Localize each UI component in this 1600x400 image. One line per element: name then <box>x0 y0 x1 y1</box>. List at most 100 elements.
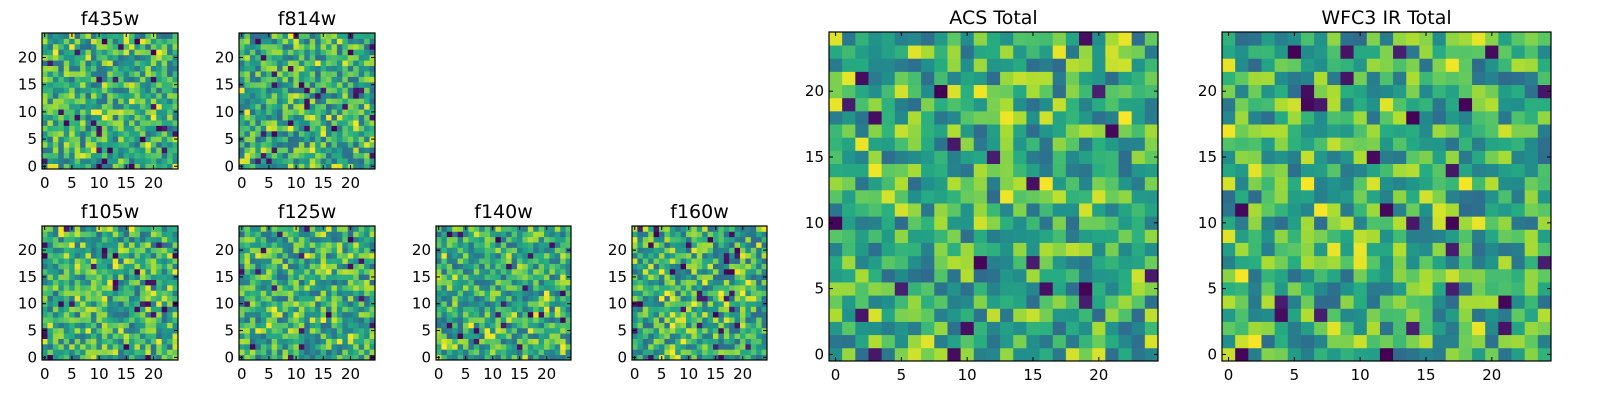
heatmap-cell <box>691 338 698 345</box>
heatmap-cell <box>161 98 168 105</box>
x-tick-label: 0 <box>630 365 640 383</box>
heatmap-cell <box>129 301 135 307</box>
heatmap-cell <box>107 268 114 275</box>
heatmap-cell <box>287 141 294 148</box>
heatmap-cell <box>304 242 311 248</box>
heatmap-cell <box>172 38 179 45</box>
heatmap-cell <box>336 295 343 302</box>
heatmap-cell <box>473 263 480 270</box>
heatmap-cell <box>260 231 267 238</box>
heatmap-cell <box>85 252 92 259</box>
heatmap-cell <box>642 268 649 275</box>
heatmap-cell <box>1144 308 1159 322</box>
heatmap-cell <box>495 268 502 275</box>
heatmap-cell <box>63 125 70 132</box>
heatmap-cell <box>293 311 300 318</box>
heatmap-cell <box>315 290 321 297</box>
heatmap-cell <box>96 147 103 154</box>
heatmap-cell <box>287 76 294 83</box>
heatmap-cell <box>298 98 305 105</box>
heatmap-cell <box>69 242 76 248</box>
heatmap-cell <box>260 87 267 94</box>
heatmap-cell <box>675 290 681 297</box>
heatmap-cell <box>80 54 86 61</box>
heatmap-cell <box>304 71 311 77</box>
heatmap-cell <box>69 284 76 291</box>
heatmap-cell <box>527 274 534 280</box>
heatmap-cell <box>161 290 168 297</box>
heatmap-cell <box>331 258 338 264</box>
heatmap-cell <box>1118 71 1133 86</box>
heatmap-cell <box>266 349 273 356</box>
heatmap-cell <box>304 141 311 148</box>
heatmap-cell <box>369 295 376 302</box>
heatmap-cell <box>42 322 48 329</box>
heatmap-cell <box>287 274 294 280</box>
heatmap-cell <box>58 317 65 323</box>
heatmap-cell <box>150 87 157 94</box>
heatmap-cell <box>167 354 173 361</box>
heatmap-cell <box>244 33 251 39</box>
heatmap-cell <box>473 317 480 323</box>
heatmap-cell <box>304 349 311 356</box>
y-tick-label: 0 <box>814 345 824 363</box>
heatmap-cell <box>309 152 316 159</box>
heatmap-cell <box>457 226 464 232</box>
heatmap-cell <box>266 103 273 110</box>
heatmap-cell <box>960 137 975 151</box>
heatmap-cell <box>293 301 300 307</box>
heatmap-cell <box>1458 347 1473 362</box>
heatmap-cell <box>260 306 267 313</box>
heatmap-cell <box>326 311 332 318</box>
heatmap-cell <box>139 247 146 254</box>
heatmap-cell <box>347 349 354 356</box>
heatmap-cell <box>441 311 448 318</box>
heatmap-cell <box>1261 308 1276 322</box>
heatmap-cell <box>490 295 496 302</box>
heatmap-cell <box>495 284 502 291</box>
heatmap-cell <box>52 311 59 318</box>
heatmap-cell <box>1039 110 1054 125</box>
heatmap-cell <box>358 92 365 99</box>
heatmap-cell <box>441 284 448 291</box>
heatmap-cell <box>347 65 354 72</box>
heatmap-cell <box>101 338 108 345</box>
heatmap-cell <box>527 284 534 291</box>
heatmap-cell <box>1287 255 1302 270</box>
heatmap-cell <box>947 268 961 283</box>
heatmap-cell <box>533 354 539 361</box>
heatmap-cell <box>829 58 843 72</box>
heatmap-cell <box>907 347 922 362</box>
heatmap-cell <box>266 290 273 297</box>
heatmap-cell <box>707 258 714 264</box>
heatmap-cell <box>161 322 168 329</box>
heatmap-cell <box>282 141 289 148</box>
heatmap-cell <box>1079 163 1093 178</box>
heatmap-cell <box>934 189 948 204</box>
heatmap-cell <box>255 109 262 115</box>
heatmap-cell <box>139 301 146 307</box>
heatmap-cell <box>287 125 294 132</box>
heatmap-cell <box>713 327 719 334</box>
heatmap-cell <box>680 263 687 270</box>
heatmap-cell <box>1406 255 1420 270</box>
heatmap-cell <box>239 231 245 238</box>
heatmap-cell <box>686 343 692 350</box>
heatmap-cell <box>336 120 343 126</box>
heatmap-cell <box>894 347 909 362</box>
heatmap-cell <box>452 268 458 275</box>
heatmap-cell <box>304 301 311 307</box>
heatmap-cell <box>315 125 321 132</box>
heatmap-cell <box>691 327 698 334</box>
heatmap-cell <box>538 317 545 323</box>
heatmap-cell <box>680 242 687 248</box>
heatmap-cell <box>446 306 453 313</box>
heatmap-cell <box>331 349 338 356</box>
heatmap-cell <box>358 236 365 243</box>
heatmap-cell <box>249 322 256 329</box>
heatmap-cell <box>1406 268 1420 283</box>
heatmap-cell <box>707 322 714 329</box>
heatmap-cell <box>331 81 338 88</box>
heatmap-cell <box>1065 321 1080 336</box>
heatmap-cell <box>156 130 163 137</box>
